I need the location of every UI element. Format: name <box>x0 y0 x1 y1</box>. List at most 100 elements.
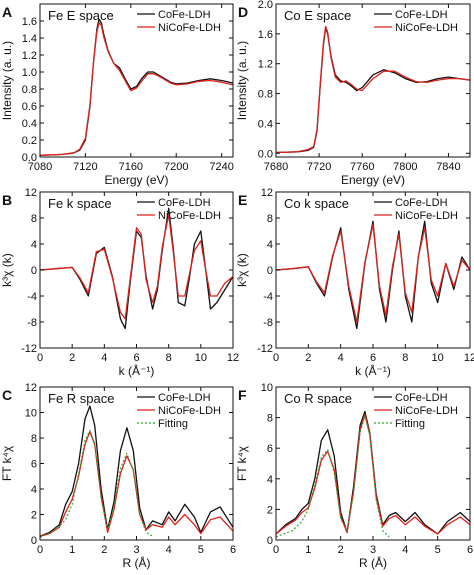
x-tick-label: 8 <box>402 352 408 364</box>
y-axis-title: Intensity (a. u.) <box>0 41 14 120</box>
x-tick-label: 10 <box>432 352 444 364</box>
x-tick-label: 2 <box>101 544 107 556</box>
plot-frame <box>39 3 234 158</box>
x-axis-title: Energy (eV) <box>341 173 405 187</box>
y-tick-label: 4 <box>31 239 37 251</box>
plot-frame <box>275 3 471 158</box>
panel-title: Fe E space <box>48 8 114 23</box>
y-tick-label: 0 <box>267 265 273 277</box>
y-tick-label: 0.8 <box>22 84 37 96</box>
panel-e: 0 2 4 6 8 10 12 -12 -8 -4 0 4 8 12 k (Å⁻¹) k³χ (k) E Co k… <box>235 187 474 378</box>
legend-label: Fitting <box>158 418 188 430</box>
y-axis-title: FT k⁴χ <box>235 445 249 481</box>
x-tick-label: 6 <box>133 352 139 364</box>
legend-label: CoFe-LDH <box>158 197 211 209</box>
panel-letter: B <box>2 192 12 208</box>
y-tick-label: -8 <box>27 317 37 329</box>
y-tick-label: 1.2 <box>258 59 273 71</box>
x-tick-label: 7240 <box>209 161 233 173</box>
x-axis-title: R (Å) <box>359 555 387 570</box>
y-tick-label: 0 <box>267 535 273 547</box>
y-axis-title: k³χ (k) <box>235 253 249 287</box>
y-tick-label: 4 <box>267 239 273 251</box>
y-tick-label: 0.8 <box>258 89 273 101</box>
x-tick-label: 5 <box>435 544 441 556</box>
y-tick-label: 6 <box>267 443 273 455</box>
y-tick-label: 12 <box>25 382 37 394</box>
y-tick-label: 4 <box>267 474 273 486</box>
panel-b: 0 2 4 6 8 10 12 -12 -8 -4 0 4 8 12 k (Å⁻¹) k³χ (k) B Fe k… <box>0 187 239 378</box>
y-tick-label: 1.6 <box>258 29 273 41</box>
x-tick-label: 5 <box>198 544 204 556</box>
panel-letter: F <box>238 387 247 403</box>
legend-label: Fitting <box>395 418 425 430</box>
x-tick-label: 7760 <box>350 161 374 173</box>
x-tick-label: 4 <box>166 544 172 556</box>
y-tick-label: 0.0 <box>22 152 37 164</box>
x-tick-label: 2 <box>69 352 75 364</box>
series-line-cofe-ldh <box>276 220 470 330</box>
y-tick-label: 8 <box>267 213 273 225</box>
legend-label: CoFe-LDH <box>158 9 211 21</box>
panel-title: Fe k space <box>48 196 112 211</box>
x-axis-title: Energy (eV) <box>104 173 168 187</box>
y-tick-label: 1.4 <box>22 33 37 45</box>
legend-label: CoFe-LDH <box>158 392 211 404</box>
panel-letter: D <box>238 4 248 20</box>
y-tick-label: -4 <box>27 291 37 303</box>
x-tick-label: 0 <box>37 544 43 556</box>
panel-title: Co R space <box>284 391 352 406</box>
x-tick-label: 6 <box>467 544 473 556</box>
panel-letter: A <box>2 4 12 20</box>
legend-label: NiCoFe-LDH <box>395 405 458 417</box>
x-tick-label: 4 <box>101 352 107 364</box>
panel-f: 0 1 2 3 4 5 6 0 2 4 6 8 10 R (Å) FT k⁴χ F Co R space CoFe… <box>235 382 473 570</box>
y-tick-label: 0.0 <box>258 148 273 160</box>
x-tick-label: 7680 <box>264 161 288 173</box>
panel-letter: E <box>238 192 247 208</box>
legend-label: NiCoFe-LDH <box>158 210 221 222</box>
series-line-nicofe-ldh <box>40 214 233 320</box>
x-tick-label: 12 <box>227 352 239 364</box>
panel-a: 7080 7120 7160 7200 7240 0.0 0.2 0.4 0.6 0.8 1.0 1.… <box>0 3 234 187</box>
x-tick-label: 7840 <box>436 161 460 173</box>
series-line-nicofe-ldh <box>276 223 470 323</box>
y-axis-title: k³χ (k) <box>0 253 14 287</box>
legend-label: NiCoFe-LDH <box>395 210 458 222</box>
y-axis-title: Intensity (a. u.) <box>235 41 249 120</box>
legend-label: NiCoFe-LDH <box>158 405 221 417</box>
x-tick-label: 3 <box>370 544 376 556</box>
series-line-cofe-ldh <box>276 410 470 535</box>
x-tick-label: 4 <box>338 352 344 364</box>
y-tick-label: 8 <box>31 433 37 445</box>
y-tick-label: 0.2 <box>22 135 37 147</box>
y-tick-label: 8 <box>267 413 273 425</box>
y-tick-label: 10 <box>261 382 273 394</box>
panel-d: 7680 7720 7760 7800 7840 0.0 0.4 0.8 1.2 1.6 2.0 En… <box>235 0 471 187</box>
y-tick-label: 2.0 <box>258 0 273 11</box>
x-tick-label: 12 <box>464 352 474 364</box>
y-tick-label: 1.6 <box>22 16 37 28</box>
panel-title: Co E space <box>284 8 351 23</box>
series-line-cofe-ldh <box>40 207 233 330</box>
y-tick-label: 6 <box>31 459 37 471</box>
x-tick-label: 7200 <box>164 161 188 173</box>
x-tick-label: 4 <box>402 544 408 556</box>
x-tick-label: 7120 <box>73 161 97 173</box>
x-tick-label: 3 <box>133 544 139 556</box>
x-tick-label: 2 <box>338 544 344 556</box>
y-tick-label: 0.6 <box>22 101 37 113</box>
x-axis-title: k (Å⁻¹) <box>355 363 391 378</box>
panel-title: Fe R space <box>48 391 114 406</box>
x-tick-label: 2 <box>305 352 311 364</box>
panel-title: Co k space <box>284 196 349 211</box>
x-tick-label: 7080 <box>28 161 52 173</box>
y-tick-label: 0 <box>31 265 37 277</box>
